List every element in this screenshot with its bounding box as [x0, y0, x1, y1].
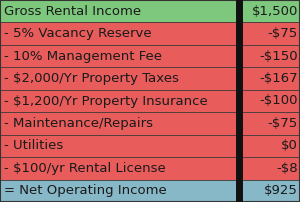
FancyBboxPatch shape	[238, 67, 300, 90]
Text: - $100/yr Rental License: - $100/yr Rental License	[4, 162, 165, 175]
Text: Gross Rental Income: Gross Rental Income	[4, 5, 141, 18]
FancyBboxPatch shape	[238, 45, 300, 67]
Text: $925: $925	[264, 184, 298, 197]
Text: -$75: -$75	[268, 27, 298, 40]
FancyBboxPatch shape	[238, 112, 300, 135]
Text: -$75: -$75	[268, 117, 298, 130]
FancyBboxPatch shape	[238, 0, 300, 22]
FancyBboxPatch shape	[0, 180, 238, 202]
FancyBboxPatch shape	[238, 180, 300, 202]
Text: - $2,000/Yr Property Taxes: - $2,000/Yr Property Taxes	[4, 72, 178, 85]
FancyBboxPatch shape	[0, 112, 238, 135]
FancyBboxPatch shape	[0, 135, 238, 157]
FancyBboxPatch shape	[0, 0, 238, 22]
FancyBboxPatch shape	[238, 157, 300, 180]
Text: - Maintenance/Repairs: - Maintenance/Repairs	[4, 117, 153, 130]
Text: - 5% Vacancy Reserve: - 5% Vacancy Reserve	[4, 27, 151, 40]
Text: - Utilities: - Utilities	[4, 139, 63, 152]
Text: -$167: -$167	[259, 72, 298, 85]
Text: -$150: -$150	[259, 50, 298, 63]
Text: = Net Operating Income: = Net Operating Income	[4, 184, 166, 197]
Text: $0: $0	[281, 139, 298, 152]
Text: -$100: -$100	[260, 95, 298, 107]
FancyBboxPatch shape	[0, 22, 238, 45]
FancyBboxPatch shape	[0, 67, 238, 90]
Text: -$8: -$8	[276, 162, 298, 175]
FancyBboxPatch shape	[238, 22, 300, 45]
Text: $1,500: $1,500	[251, 5, 298, 18]
FancyBboxPatch shape	[0, 45, 238, 67]
FancyBboxPatch shape	[238, 135, 300, 157]
FancyBboxPatch shape	[0, 90, 238, 112]
FancyBboxPatch shape	[0, 157, 238, 180]
Text: - 10% Management Fee: - 10% Management Fee	[4, 50, 162, 63]
Text: - $1,200/Yr Property Insurance: - $1,200/Yr Property Insurance	[4, 95, 207, 107]
FancyBboxPatch shape	[238, 90, 300, 112]
